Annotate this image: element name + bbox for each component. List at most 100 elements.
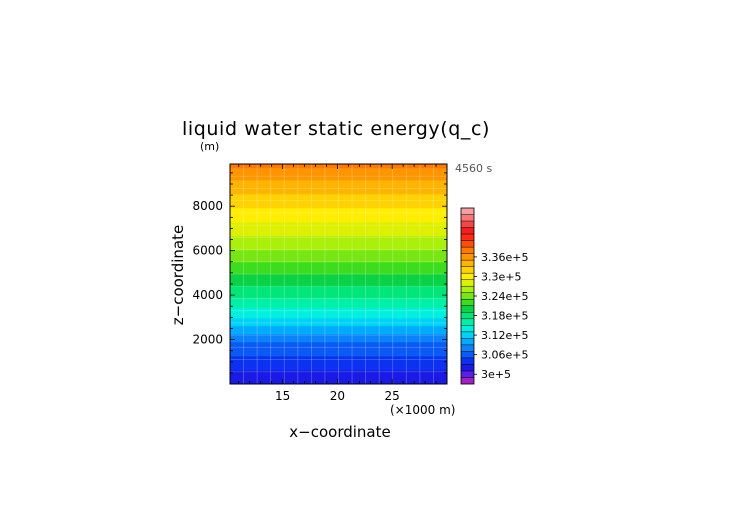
contour-band xyxy=(230,189,447,193)
contour-band xyxy=(230,333,447,337)
colorbar-swatch xyxy=(461,214,474,222)
contour-band xyxy=(230,351,447,355)
colorbar-swatch xyxy=(461,253,474,261)
contour-band xyxy=(230,197,447,201)
contour-band xyxy=(230,243,447,247)
colorbar-swatch xyxy=(461,273,474,280)
colorbar-swatch xyxy=(461,331,474,339)
y-tick-label: 8000 xyxy=(192,199,223,213)
x-tick-label: 20 xyxy=(330,389,345,403)
contour-band xyxy=(230,215,447,219)
contour-band xyxy=(230,183,447,187)
contour-band xyxy=(230,263,447,267)
contour-band xyxy=(230,369,447,373)
contour-band xyxy=(230,165,447,169)
contour-band xyxy=(230,353,447,357)
colorbar-swatch xyxy=(461,260,474,267)
contour-band xyxy=(230,217,447,221)
contour-band xyxy=(230,291,447,295)
colorbar-label: 3e+5 xyxy=(481,368,511,381)
contour-band xyxy=(230,229,447,233)
contour-band xyxy=(230,307,447,311)
contour-band xyxy=(230,375,447,379)
colorbar-swatch xyxy=(461,312,474,320)
contour-band xyxy=(230,309,447,313)
colorbar-label: 3.06e+5 xyxy=(481,349,528,362)
contour-band xyxy=(230,365,447,369)
contour-band xyxy=(230,273,447,277)
colorbar-swatch xyxy=(461,227,474,235)
contour-band xyxy=(230,283,447,287)
contour-band xyxy=(230,339,447,343)
contour-band xyxy=(230,377,447,381)
contour-band xyxy=(230,305,447,309)
contour-band xyxy=(230,299,447,303)
colorbar-swatch xyxy=(461,377,474,385)
y-tick-label: 2000 xyxy=(192,333,223,347)
contour-band xyxy=(230,245,447,249)
contour-band xyxy=(230,277,447,281)
colorbar-swatch xyxy=(461,234,474,241)
contour-band xyxy=(230,345,447,349)
contour-band xyxy=(230,235,447,239)
contour-band xyxy=(230,233,447,237)
contour-band xyxy=(230,319,447,323)
contour-band xyxy=(230,213,447,217)
contour-band xyxy=(230,347,447,351)
contour-band xyxy=(230,259,447,263)
grid-lines xyxy=(230,164,447,384)
contour-band xyxy=(230,203,447,207)
y-unit-label: (m) xyxy=(200,140,219,153)
contour-band xyxy=(230,303,447,307)
colorbar-swatch xyxy=(461,338,474,346)
contour-band xyxy=(230,381,447,384)
contour-band xyxy=(230,195,447,199)
contour-band xyxy=(230,323,447,327)
chart-title: liquid water static energy(q_c) xyxy=(182,118,490,140)
colorbar-swatch xyxy=(461,279,474,287)
contour-band xyxy=(230,349,447,353)
contour-band xyxy=(230,337,447,341)
colorbar-swatch xyxy=(461,292,474,300)
contour-band xyxy=(230,227,447,231)
colorbar-label: 3.18e+5 xyxy=(481,310,528,323)
contour-band xyxy=(230,164,447,167)
colorbar-swatch xyxy=(461,266,474,274)
contour-band xyxy=(230,295,447,299)
contour-band xyxy=(230,211,447,215)
x-unit-label: (×1000 m) xyxy=(390,403,455,417)
contour-band xyxy=(230,361,447,365)
y-tick-label: 4000 xyxy=(192,288,223,302)
colorbar-swatch xyxy=(461,208,474,215)
contour-band xyxy=(230,287,447,291)
colorbar-label: 3.36e+5 xyxy=(481,251,528,264)
contour-band xyxy=(230,173,447,177)
contour-band xyxy=(230,331,447,335)
contour-band xyxy=(230,237,447,241)
contour-band xyxy=(230,261,447,265)
contour-band xyxy=(230,191,447,195)
contour-band xyxy=(230,255,447,259)
contour-band xyxy=(230,241,447,245)
contour-band xyxy=(230,335,447,339)
contour-band xyxy=(230,373,447,377)
contour-band xyxy=(230,317,447,321)
contour-band xyxy=(230,341,447,345)
contour-band xyxy=(230,251,447,255)
contour-band xyxy=(230,187,447,191)
contour-band xyxy=(230,179,447,183)
contour-band xyxy=(230,321,447,325)
colorbar-swatch xyxy=(461,364,474,372)
contour-band xyxy=(230,169,447,173)
plot-frame xyxy=(229,163,448,385)
contour-band xyxy=(230,329,447,333)
contour-band xyxy=(230,325,447,329)
contour-band xyxy=(230,267,447,271)
colorbar-swatch xyxy=(461,325,474,333)
contour-band xyxy=(230,199,447,203)
contour-band xyxy=(230,201,447,205)
contour-band xyxy=(230,289,447,293)
contour-band xyxy=(230,167,447,171)
colorbar-swatch xyxy=(461,299,474,306)
